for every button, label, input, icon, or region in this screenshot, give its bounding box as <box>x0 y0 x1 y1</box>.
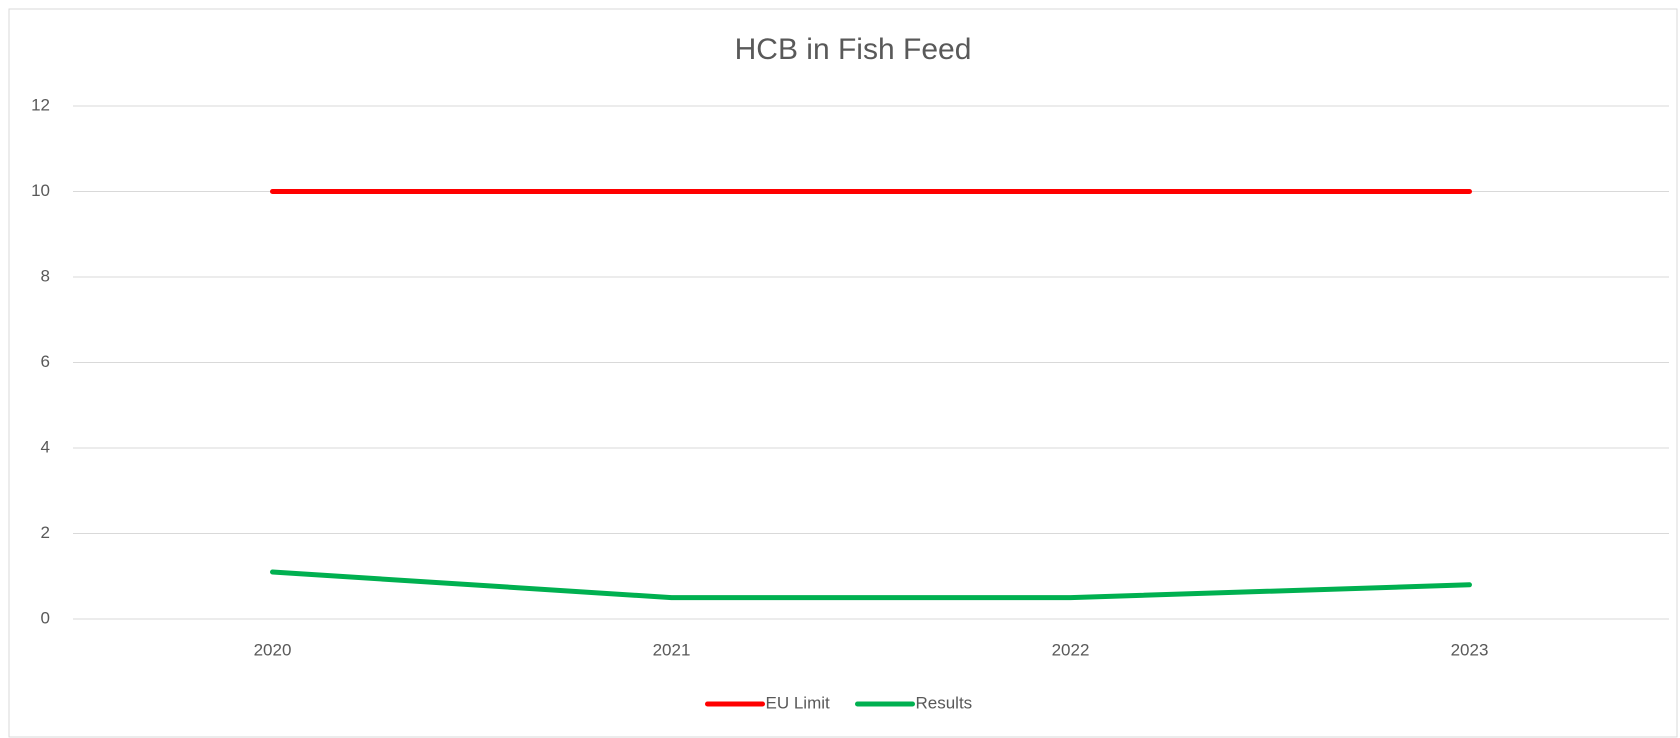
chart-border <box>8 8 1678 738</box>
y-tick-label: 6 <box>41 352 50 371</box>
chart-title: HCB in Fish Feed <box>735 33 972 66</box>
y-tick-label: 12 <box>31 95 50 114</box>
y-tick-label: 2 <box>41 523 50 542</box>
x-tick-label: 2022 <box>1052 640 1090 659</box>
x-tick-label: 2023 <box>1451 640 1489 659</box>
y-tick-label: 8 <box>41 266 50 285</box>
y-tick-label: 10 <box>31 181 50 200</box>
y-tick-label: 4 <box>41 437 50 456</box>
series-line <box>270 569 1472 601</box>
legend-label: Results <box>916 693 973 712</box>
x-tick-label: 2020 <box>254 640 292 659</box>
x-tick-label: 2021 <box>653 640 691 659</box>
y-tick-label: 0 <box>41 608 50 627</box>
legend-label: EU Limit <box>766 693 831 712</box>
